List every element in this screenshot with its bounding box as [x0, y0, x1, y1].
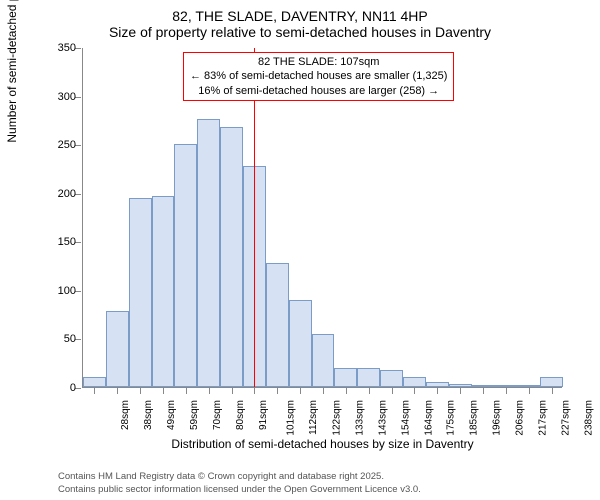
histogram-bar: [426, 382, 449, 387]
annotation-box: 82 THE SLADE: 107sqm← 83% of semi-detach…: [183, 52, 454, 101]
histogram-bar: [197, 119, 220, 387]
x-tick-label: 227sqm: [560, 400, 571, 436]
histogram-bar: [449, 384, 472, 387]
x-axis-title: Distribution of semi-detached houses by …: [171, 437, 473, 451]
x-tick-label: 112sqm: [308, 400, 319, 435]
histogram-bar: [380, 370, 403, 387]
x-tick: [254, 388, 255, 394]
x-tick: [392, 388, 393, 394]
x-tick: [186, 388, 187, 394]
annotation-line: ← 83% of semi-detached houses are smalle…: [190, 69, 447, 83]
histogram-bar: [540, 377, 563, 387]
y-tick-label: 300: [58, 91, 76, 103]
histogram-bar: [289, 300, 312, 387]
x-tick-label: 59sqm: [189, 400, 200, 430]
y-tick-label: 200: [58, 188, 76, 200]
y-axis-title: Number of semi-detached properties: [5, 0, 19, 143]
y-tick-label: 350: [58, 42, 76, 54]
x-tick: [323, 388, 324, 394]
histogram-bar: [106, 311, 129, 387]
x-tick-label: 133sqm: [355, 400, 366, 436]
x-tick-label: 185sqm: [469, 400, 480, 436]
chart-title-line2: Size of property relative to semi-detach…: [0, 24, 600, 46]
annotation-line: 16% of semi-detached houses are larger (…: [190, 84, 447, 98]
y-tick-label: 50: [64, 333, 76, 345]
x-tick-label: 196sqm: [492, 400, 503, 436]
annotation-line: 82 THE SLADE: 107sqm: [190, 55, 447, 69]
histogram-bar: [517, 385, 540, 387]
x-tick: [140, 388, 141, 394]
footer-line2: Contains public sector information licen…: [58, 484, 421, 496]
x-tick-label: 70sqm: [212, 400, 223, 430]
histogram-bar: [220, 127, 243, 387]
x-tick-label: 175sqm: [446, 400, 457, 436]
x-tick-label: 80sqm: [235, 400, 246, 430]
histogram-bar: [312, 334, 335, 387]
x-tick-label: 101sqm: [286, 400, 297, 436]
x-tick-label: 49sqm: [166, 400, 177, 430]
x-tick: [369, 388, 370, 394]
x-tick-label: 143sqm: [377, 400, 388, 436]
x-tick: [437, 388, 438, 394]
x-tick: [277, 388, 278, 394]
chart-title-line1: 82, THE SLADE, DAVENTRY, NN11 4HP: [0, 0, 600, 24]
y-tick-label: 150: [58, 236, 76, 248]
histogram-bar: [357, 368, 380, 387]
x-tick: [232, 388, 233, 394]
x-tick: [460, 388, 461, 394]
footer-attribution: Contains HM Land Registry data © Crown c…: [58, 471, 421, 496]
chart-container: Number of semi-detached properties 82 TH…: [52, 48, 562, 418]
histogram-bar: [494, 385, 517, 387]
x-tick: [300, 388, 301, 394]
x-tick: [483, 388, 484, 394]
y-tick-label: 100: [58, 285, 76, 297]
x-tick-label: 154sqm: [400, 400, 411, 436]
plot-area: 82 THE SLADE: 107sqm← 83% of semi-detach…: [82, 48, 562, 388]
histogram-bar: [472, 385, 495, 387]
histogram-bar: [83, 377, 106, 387]
x-tick: [117, 388, 118, 394]
x-tick: [163, 388, 164, 394]
x-tick-label: 28sqm: [120, 400, 131, 430]
histogram-bar: [403, 377, 426, 387]
histogram-bar: [129, 198, 152, 387]
x-tick: [529, 388, 530, 394]
footer-line1: Contains HM Land Registry data © Crown c…: [58, 471, 421, 483]
x-tick-label: 238sqm: [583, 400, 594, 436]
x-tick: [209, 388, 210, 394]
x-tick-label: 91sqm: [258, 400, 269, 430]
x-tick-label: 217sqm: [537, 400, 548, 436]
x-tick-label: 122sqm: [332, 400, 343, 436]
histogram-bar: [174, 144, 197, 387]
y-tick-label: 0: [70, 382, 76, 394]
x-tick: [414, 388, 415, 394]
histogram-bar: [334, 368, 357, 387]
x-tick-label: 38sqm: [143, 400, 154, 430]
x-tick: [552, 388, 553, 394]
x-tick: [506, 388, 507, 394]
x-tick: [346, 388, 347, 394]
y-tick-label: 250: [58, 139, 76, 151]
x-tick-label: 164sqm: [423, 400, 434, 436]
x-tick: [94, 388, 95, 394]
histogram-bar: [266, 263, 289, 387]
histogram-bar: [152, 196, 175, 387]
x-tick-label: 206sqm: [515, 400, 526, 436]
